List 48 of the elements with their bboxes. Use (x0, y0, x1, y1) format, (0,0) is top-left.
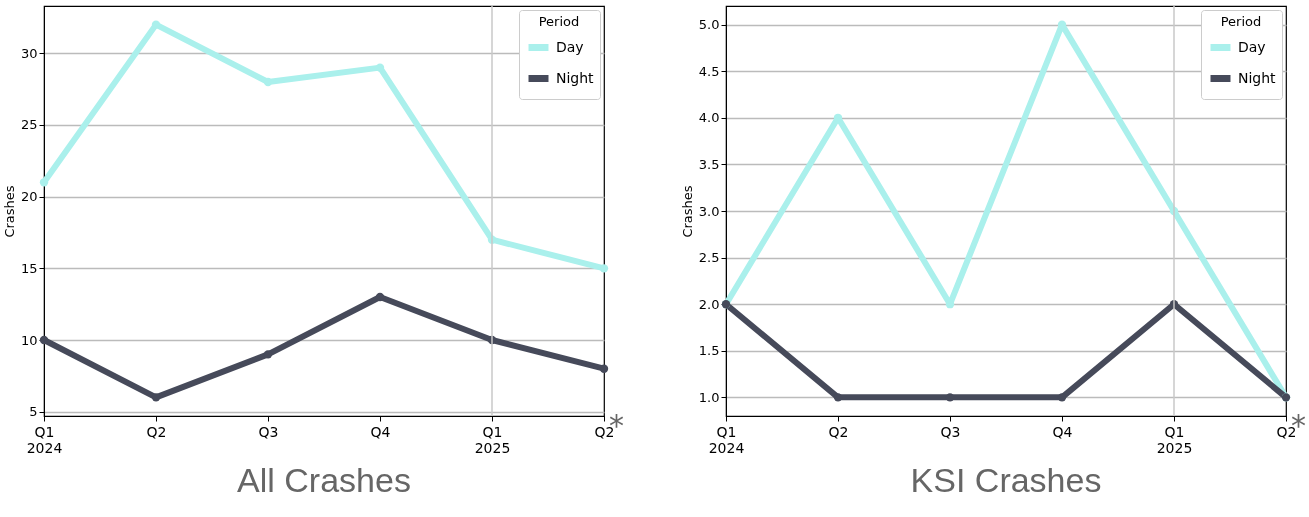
x-tick-label: Q4 (370, 423, 391, 440)
point (833, 393, 843, 402)
x-tick-label: Q3 (940, 423, 961, 440)
legend-label: Night (556, 69, 595, 86)
x-tick-label: Q3 (258, 423, 279, 440)
y-tick-label: 5 (29, 404, 38, 420)
point (263, 350, 273, 359)
text: All Crashes (237, 461, 411, 499)
x-tick-label: Q1 2025 (1156, 423, 1193, 456)
x-tick-label: Q2 (828, 423, 849, 440)
y-tick-label: 20 (20, 189, 38, 205)
y-tick-label: 1.5 (698, 343, 720, 359)
y-tick-label: 10 (20, 332, 38, 348)
y-tick-label: 25 (20, 117, 38, 133)
y-tick-label: 4.5 (698, 63, 720, 79)
point (375, 292, 385, 302)
legend-label: Night (1238, 69, 1277, 86)
x-tick-label: Q4 (1052, 423, 1073, 440)
point (599, 364, 609, 373)
legend-label: Day (1238, 38, 1266, 55)
point (39, 178, 49, 187)
x-tick-label: Q2 (146, 423, 167, 440)
point (263, 77, 273, 87)
point (375, 63, 385, 72)
x-tick-label: Q1 2024 (26, 423, 63, 456)
point (1057, 393, 1067, 402)
point (39, 335, 49, 345)
y-tick-label: 4.0 (698, 110, 720, 126)
text: KSI Crashes (910, 461, 1102, 499)
point (151, 393, 161, 402)
y-tick-label: 2.5 (698, 250, 720, 266)
point (945, 393, 955, 402)
y-tick-label: 5.0 (698, 17, 720, 33)
y-tick-label: 3.0 (698, 203, 720, 219)
y-tick-label: 1.0 (698, 389, 720, 405)
y-axis-title: Crashes (1, 185, 17, 238)
x-tick-label: Q1 2024 (708, 423, 745, 456)
y-axis-title: Crashes (679, 185, 695, 238)
legend-title: Period (538, 14, 580, 29)
x-tick-label: Q1 2025 (474, 423, 511, 456)
y-tick-label: 2.0 (698, 296, 720, 312)
legend-title: Period (1220, 14, 1262, 29)
y-tick-label: 3.5 (698, 156, 720, 172)
y-tick-label: 30 (20, 45, 38, 61)
point (599, 264, 609, 273)
legend-label: Day (556, 38, 584, 55)
point (151, 20, 161, 29)
y-tick-label: 15 (20, 260, 38, 276)
